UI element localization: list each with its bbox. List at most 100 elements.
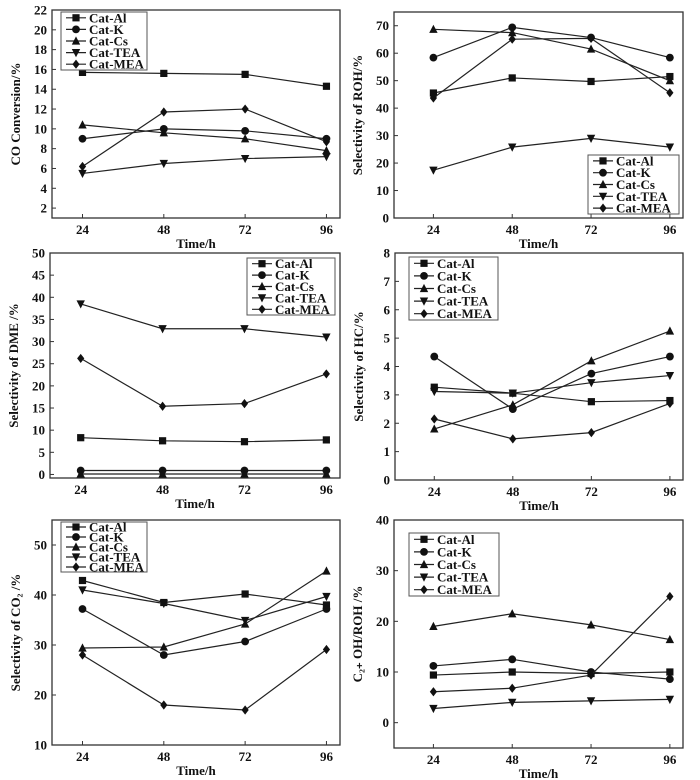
series-cat-tea bbox=[76, 300, 331, 342]
y-tick-label: 20 bbox=[376, 156, 389, 171]
y-tick-label: 25 bbox=[32, 356, 46, 371]
data-point bbox=[78, 120, 87, 129]
y-tick-label: 2 bbox=[384, 416, 391, 431]
series-cat-cs bbox=[429, 609, 675, 644]
data-point bbox=[240, 325, 249, 334]
series-cat-mea bbox=[78, 644, 331, 715]
x-tick-label: 96 bbox=[663, 222, 677, 237]
series-line bbox=[433, 75, 670, 94]
data-point bbox=[76, 469, 85, 478]
data-point bbox=[430, 424, 439, 433]
x-axis-title: Time/h bbox=[176, 236, 216, 251]
data-point bbox=[509, 434, 517, 444]
data-point bbox=[78, 586, 87, 595]
legend-marker bbox=[420, 272, 428, 280]
series-cat-mea bbox=[429, 591, 674, 697]
y-tick-label: 14 bbox=[34, 82, 48, 97]
series-line bbox=[434, 330, 671, 430]
y-tick-label: 40 bbox=[34, 588, 47, 603]
data-point bbox=[78, 68, 87, 76]
y-tick-label: 60 bbox=[376, 46, 389, 61]
data-point bbox=[160, 107, 168, 117]
data-point bbox=[429, 687, 438, 697]
y-axis-title: C₂₊ OH/ROH /% bbox=[350, 586, 365, 683]
data-point bbox=[322, 152, 331, 162]
data-point bbox=[322, 469, 331, 478]
y-tick-label: 30 bbox=[34, 638, 47, 653]
data-point bbox=[78, 161, 87, 172]
x-tick-label: 24 bbox=[427, 752, 441, 767]
data-point bbox=[322, 436, 330, 444]
data-point bbox=[158, 469, 167, 478]
legend-label: Cat-MEA bbox=[275, 302, 330, 317]
series-cat-al bbox=[430, 383, 674, 406]
legend-label: Cat-TEA bbox=[616, 189, 668, 204]
series-line bbox=[433, 28, 671, 82]
data-point bbox=[76, 300, 85, 309]
legend-label: Cat-MEA bbox=[89, 57, 144, 72]
y-tick-label: 3 bbox=[384, 387, 391, 402]
y-tick-label: 6 bbox=[41, 161, 48, 176]
data-point bbox=[240, 134, 250, 143]
series-cat-tea bbox=[429, 695, 675, 714]
legend-label: Cat-MEA bbox=[616, 201, 671, 216]
legend-marker bbox=[71, 542, 81, 551]
x-tick-label: 24 bbox=[428, 484, 442, 499]
data-point bbox=[240, 398, 249, 409]
data-point bbox=[158, 325, 167, 334]
data-point bbox=[586, 44, 596, 53]
series-line bbox=[82, 589, 327, 622]
series-cat-k bbox=[76, 466, 331, 475]
data-point bbox=[666, 668, 674, 676]
y-tick-label: 35 bbox=[32, 312, 46, 327]
plot-frame bbox=[49, 252, 341, 479]
legend-marker bbox=[72, 523, 80, 531]
data-point bbox=[240, 616, 250, 626]
x-tick-label: 96 bbox=[663, 484, 677, 499]
legend-label: Cat-TEA bbox=[89, 45, 141, 60]
y-tick-label: 50 bbox=[34, 538, 47, 553]
y-tick-label: 20 bbox=[376, 614, 389, 629]
y-tick-label: 0 bbox=[384, 473, 391, 488]
x-tick-label: 48 bbox=[506, 222, 520, 237]
x-axis-title: Time/h bbox=[175, 496, 215, 511]
x-axis-title: Time/h bbox=[519, 498, 559, 513]
x-tick-label: 24 bbox=[74, 482, 88, 497]
legend-marker bbox=[71, 553, 81, 562]
legend-marker bbox=[419, 283, 429, 293]
series-line bbox=[433, 137, 670, 171]
legend-marker bbox=[419, 573, 429, 582]
legend-marker bbox=[599, 203, 607, 213]
legend-marker bbox=[598, 192, 608, 201]
y-tick-label: 18 bbox=[34, 42, 48, 57]
series-cat-k bbox=[429, 655, 674, 683]
x-axis-title: Time/h bbox=[519, 766, 559, 780]
x-tick-label: 96 bbox=[320, 749, 334, 764]
y-axis-title: Selectivity of DME /% bbox=[6, 303, 21, 428]
legend-label: Cat-Al bbox=[616, 153, 654, 168]
x-tick-label: 96 bbox=[320, 482, 334, 497]
data-point bbox=[159, 642, 169, 651]
series-line bbox=[82, 128, 327, 140]
legend-marker bbox=[599, 168, 607, 177]
series-line bbox=[82, 155, 327, 175]
y-tick-label: 16 bbox=[34, 62, 48, 77]
data-point bbox=[430, 387, 439, 397]
series-line bbox=[434, 402, 671, 440]
series-cat-al bbox=[429, 668, 674, 679]
legend-label: Cat-MEA bbox=[437, 582, 492, 597]
data-point bbox=[587, 398, 595, 406]
series-line bbox=[82, 71, 327, 87]
series-line bbox=[82, 649, 327, 711]
y-tick-label: 20 bbox=[34, 22, 47, 37]
data-point bbox=[508, 683, 516, 693]
data-point bbox=[241, 705, 249, 715]
data-point bbox=[240, 469, 249, 478]
x-tick-label: 72 bbox=[585, 484, 598, 499]
data-point bbox=[665, 76, 675, 85]
legend-marker bbox=[258, 304, 266, 314]
legend-label: Cat-TEA bbox=[437, 570, 489, 585]
series-cat-tea bbox=[430, 371, 675, 398]
chart-panel-c2oh-roh-ratio: 0 10 20 30 40 24 48 72 96 Time/h C₂₊ OH/ROH /% Cat-… bbox=[350, 513, 684, 780]
